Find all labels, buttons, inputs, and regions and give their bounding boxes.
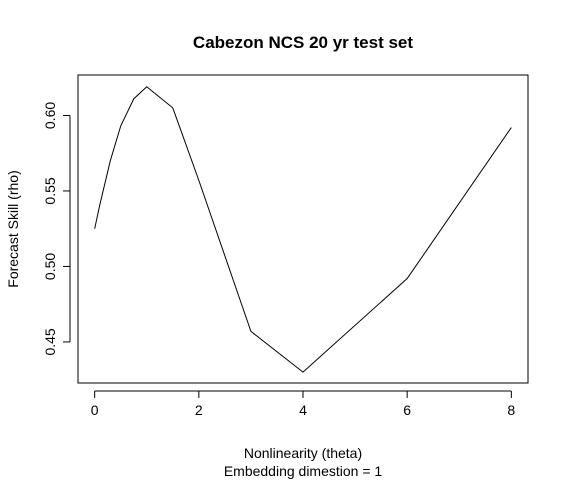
x-tick-label: 6 bbox=[403, 402, 411, 418]
x-tick-label: 2 bbox=[195, 402, 203, 418]
y-tick-label: 0.45 bbox=[42, 328, 58, 355]
x-tick-label: 0 bbox=[91, 402, 99, 418]
y-axis: 0.45 0.50 0.55 0.60 bbox=[42, 102, 71, 356]
x-axis-subtitle: Embedding dimestion = 1 bbox=[224, 463, 383, 479]
plot-frame bbox=[77, 74, 529, 384]
x-tick-label: 8 bbox=[507, 402, 515, 418]
series-layer bbox=[94, 86, 512, 373]
x-axis: 0 2 4 6 8 bbox=[91, 390, 515, 418]
y-axis-label: Forecast Skill (rho) bbox=[5, 170, 21, 287]
x-axis-label: Nonlinearity (theta) bbox=[244, 445, 362, 461]
y-tick-label: 0.55 bbox=[42, 177, 58, 204]
x-tick-label: 4 bbox=[299, 402, 307, 418]
chart-title: Cabezon NCS 20 yr test set bbox=[193, 33, 413, 52]
y-tick-label: 0.60 bbox=[42, 102, 58, 129]
series-line bbox=[94, 86, 512, 373]
y-tick-label: 0.50 bbox=[42, 253, 58, 280]
